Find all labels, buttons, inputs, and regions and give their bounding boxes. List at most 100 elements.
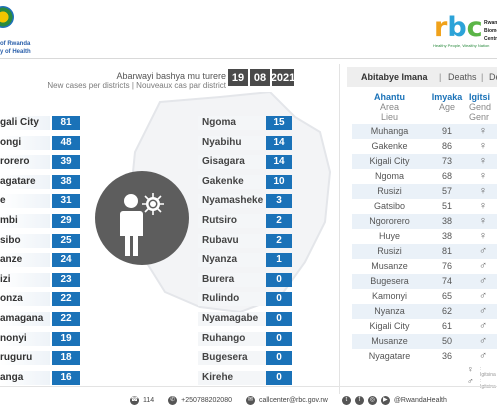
rbc-letter-r: r — [434, 12, 448, 43]
left-district-row: mbi 29 — [0, 214, 80, 228]
death-row: Ngororero 38 ♀ — [352, 214, 497, 229]
district-case-count: 39 — [52, 155, 80, 170]
district-case-count: 0 — [266, 351, 292, 366]
death-district: Musanze — [371, 261, 408, 271]
district-name: onza — [0, 292, 50, 307]
district-name: Rutsiro — [198, 214, 266, 228]
district-name: rorero — [0, 155, 50, 170]
footer: ☎ 114 ✆ +250788202080 ✉ callcenter@rbc.g… — [130, 396, 447, 405]
rbc-word-2: Biome — [484, 28, 497, 34]
district-case-count: 14 — [266, 135, 292, 150]
col-age-main: Imyaka — [431, 92, 463, 102]
death-age: 73 — [441, 156, 452, 166]
district-name: ruguru — [0, 351, 50, 366]
right-district-row: Nyabihu 14 — [198, 135, 292, 150]
district-name: Nyanza — [198, 253, 266, 268]
district-case-count: 0 — [266, 312, 292, 326]
death-row: Nyagatare 36 ♂ — [352, 349, 497, 364]
person-virus-icon — [120, 193, 164, 256]
district-case-count: 10 — [266, 174, 292, 189]
date-month: 08 — [250, 69, 270, 86]
death-age: 91 — [441, 126, 452, 136]
district-case-count: 15 — [266, 116, 292, 130]
right-district-row: Rutsiro 2 — [198, 214, 292, 228]
date-year: 2021 — [271, 69, 295, 86]
rbc-word-1: Rwanda — [484, 20, 497, 26]
female-icon: ♀ — [478, 125, 488, 137]
death-district: Huye — [378, 231, 400, 241]
female-legend-icon: ♀ — [467, 364, 474, 374]
right-district-row: Ruhango 0 — [198, 331, 292, 346]
male-icon: ♂ — [478, 350, 488, 362]
district-name: izi — [0, 272, 50, 287]
death-district: Kigali City — [369, 321, 410, 331]
death-row: Kamonyi 65 ♂ — [352, 289, 497, 304]
rbc-tagline: Healthy People, Wealthy Nation — [433, 43, 490, 48]
death-row: Rusizi 57 ♀ — [352, 184, 497, 199]
left-district-row: gali City 81 — [0, 116, 80, 130]
col-age-sub1: Age — [438, 102, 455, 112]
death-age: 61 — [441, 321, 452, 331]
death-district: Gakenke — [371, 141, 408, 151]
right-district-row: Ngoma 15 — [198, 116, 292, 130]
district-case-count: 23 — [52, 272, 80, 287]
district-case-count: 81 — [52, 116, 80, 130]
footer-email: callcenter@rbc.gov.rw — [258, 397, 328, 404]
male-icon: ♂ — [478, 260, 488, 272]
death-district: Nyanza — [374, 306, 405, 316]
death-age: 81 — [441, 246, 452, 256]
death-age: 62 — [441, 306, 452, 316]
col-gender-sub1: Gend — [469, 102, 492, 112]
district-case-count: 24 — [52, 253, 80, 268]
district-name: Ruhango — [198, 331, 266, 346]
district-name: anze — [0, 253, 50, 268]
district-case-count: 0 — [266, 331, 292, 346]
district-case-count: 18 — [52, 351, 80, 366]
district-case-count: 0 — [266, 292, 292, 307]
death-age: 51 — [441, 201, 452, 211]
footer-phone: +250788202080 — [181, 397, 232, 404]
footer-divider — [0, 386, 497, 387]
male-icon: ♂ — [478, 275, 488, 287]
left-district-row: e 31 — [0, 194, 80, 209]
district-name: e — [0, 194, 50, 209]
death-age: 65 — [441, 291, 452, 301]
left-district-row: ongi 48 — [0, 135, 80, 150]
left-district-row: nonyi 19 — [0, 331, 80, 346]
district-name: ongi — [0, 135, 50, 150]
female-icon: ♀ — [478, 170, 488, 182]
page-title: Abarwayi bashya mu turere — [116, 71, 226, 81]
tab-separator: | — [439, 72, 442, 82]
right-district-row: Gakenke 10 — [198, 174, 292, 189]
tab-abitabye-imana[interactable]: Abitabye Imana — [361, 72, 428, 82]
left-district-row: agatare 38 — [0, 174, 80, 189]
district-name: agatare — [0, 174, 50, 189]
left-district-row: izi 23 — [0, 272, 80, 287]
district-case-count: 14 — [266, 155, 292, 170]
male-icon: ♂ — [478, 320, 488, 332]
district-name: Burera — [198, 272, 266, 287]
phone-icon: ☎ — [130, 396, 139, 405]
death-district: Kigali City — [369, 156, 410, 166]
org-line-1: of Rwanda — [0, 41, 31, 47]
district-case-count: 29 — [52, 214, 80, 228]
female-icon: ♀ — [478, 230, 488, 242]
left-district-row: anga 16 — [0, 370, 80, 385]
tab-deces[interactable]: Déc — [489, 72, 497, 82]
patient-circle — [95, 171, 189, 265]
twitter-icon: t — [341, 396, 351, 405]
tab-deaths[interactable]: Deaths — [448, 72, 477, 82]
whatsapp-icon: ✆ — [168, 396, 178, 405]
death-district: Kamonyi — [371, 291, 407, 301]
right-district-row: Bugesera 0 — [198, 351, 292, 366]
col-gender-main: Igitsi — [469, 92, 491, 102]
male-icon: ♂ — [478, 245, 488, 257]
death-row: Nyanza 62 ♂ — [352, 304, 497, 319]
left-district-row: rorero 39 — [0, 155, 80, 170]
death-age: 36 — [441, 351, 452, 361]
death-district: Musanze — [371, 336, 408, 346]
deaths-tab-bar: Abitabye Imana | Deaths | Déc — [347, 67, 497, 87]
district-case-count: 0 — [266, 370, 292, 385]
youtube-icon: ▶ — [380, 396, 390, 405]
district-name: Nyamasheke — [198, 194, 266, 209]
